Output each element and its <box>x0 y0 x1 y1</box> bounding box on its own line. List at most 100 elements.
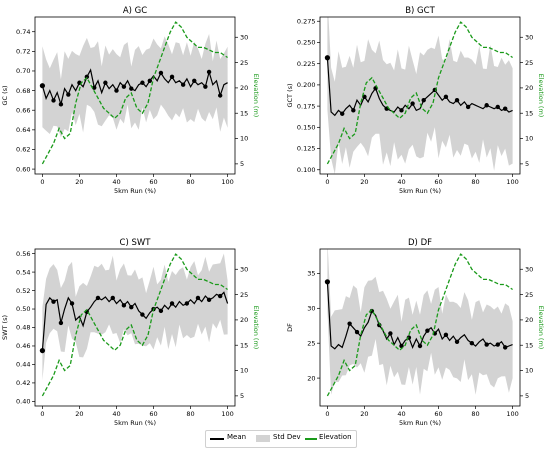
y-tick-label: 0.250 <box>297 39 316 47</box>
mean-marker <box>206 69 212 75</box>
chart-title: C) SWT <box>120 238 152 248</box>
y-tick-label: 0.70 <box>16 67 30 75</box>
chart-panel-1: B) GCT 0 20 40 60 80 100 5km Run (%) 0.100 0.125 0… <box>286 6 545 195</box>
mean-marker <box>95 295 101 301</box>
y2-tick-label: 5 <box>240 392 244 400</box>
y-tick-label: 0.175 <box>297 102 316 110</box>
mean-marker <box>206 297 212 302</box>
mean-marker <box>51 98 56 103</box>
legend-mean-label: Mean <box>227 433 247 441</box>
axes-frame <box>319 16 521 175</box>
mean-line <box>41 68 228 107</box>
mean-marker <box>324 279 331 285</box>
y-tick-label: 0.125 <box>297 145 316 153</box>
mean-line <box>326 57 513 117</box>
y2-axis-label: Elevation (m) <box>252 306 260 350</box>
chart-title: A) GC <box>123 6 147 16</box>
mean-marker <box>502 345 508 350</box>
mean-marker <box>469 341 475 346</box>
chart-panel-3: D) DF 0 20 40 60 80 100 5km Run (%) 20 25 30 35 DF 5 1… <box>286 238 545 427</box>
legend-std-swatch <box>256 435 270 442</box>
mean-marker <box>147 78 153 83</box>
y-tick-label: 0.54 <box>16 268 30 276</box>
x-tick-label: 20 <box>360 178 368 186</box>
y2-tick-label: 20 <box>525 84 533 92</box>
y-tick-label: 0.48 <box>16 324 30 332</box>
legend-elevation-label: Elevation <box>319 433 352 441</box>
y-tick-label: 0.74 <box>16 28 30 36</box>
mean-marker <box>484 103 489 108</box>
mean-marker <box>184 301 190 306</box>
x-tick-label: 40 <box>112 178 120 186</box>
mean-marker <box>203 84 208 89</box>
y2-tick-label: 10 <box>525 135 533 143</box>
x-tick-label: 100 <box>506 410 518 418</box>
mean-marker <box>347 321 352 326</box>
x-tick-label: 100 <box>221 178 233 186</box>
axes-frame <box>34 16 236 175</box>
legend-mean-swatch <box>210 438 224 440</box>
chart-title: D) DF <box>408 238 432 248</box>
mean-marker <box>192 78 197 83</box>
legend-std-label: Std Dev <box>273 433 301 441</box>
y-tick-label: 0.44 <box>16 361 30 369</box>
mean-marker <box>417 343 423 349</box>
mean-marker <box>158 70 164 76</box>
y2-tick-label: 20 <box>240 316 248 324</box>
x-tick-label: 60 <box>149 410 157 418</box>
y-axis-label: SWT (s) <box>1 315 9 340</box>
y-tick-label: 0.150 <box>297 124 316 132</box>
x-tick-label: 100 <box>221 410 233 418</box>
x-tick-label: 0 <box>40 178 44 186</box>
x-tick-label: 0 <box>325 410 329 418</box>
mean-marker <box>66 92 71 97</box>
x-tick-label: 60 <box>434 178 442 186</box>
mean-marker <box>121 84 127 89</box>
y-tick-label: 0.275 <box>297 17 316 25</box>
y-tick-label: 25 <box>307 339 315 347</box>
x-tick-label: 80 <box>471 178 479 186</box>
mean-marker <box>195 295 201 301</box>
y2-tick-label: 20 <box>240 84 248 92</box>
y2-tick-label: 30 <box>525 265 533 273</box>
mean-marker <box>484 342 489 347</box>
mean-marker <box>324 55 331 61</box>
y-tick-label: 0.72 <box>16 48 30 56</box>
mean-marker <box>129 86 134 91</box>
mean-marker <box>388 331 393 336</box>
mean-marker <box>443 332 449 338</box>
y2-tick-label: 15 <box>240 109 248 117</box>
y2-tick-label: 10 <box>240 367 248 375</box>
mean-marker <box>495 342 500 347</box>
x-tick-label: 40 <box>397 178 405 186</box>
y-tick-label: 0.46 <box>16 342 30 350</box>
x-axis-label: 5km Run (%) <box>114 187 156 195</box>
mean-marker <box>217 293 223 299</box>
mean-marker <box>410 101 415 106</box>
mean-marker <box>354 329 360 335</box>
y-tick-label: 30 <box>307 305 315 313</box>
y-tick-label: 0.225 <box>297 60 316 68</box>
y-tick-label: 0.52 <box>16 287 30 295</box>
y-tick-label: 0.100 <box>297 166 316 174</box>
y-tick-label: 0.62 <box>16 146 30 154</box>
plot-area <box>39 21 228 165</box>
mean-marker <box>39 347 46 354</box>
mean-marker <box>351 108 356 113</box>
mean-marker <box>58 102 64 107</box>
x-tick-label: 0 <box>40 410 44 418</box>
mean-marker <box>465 104 471 110</box>
mean-marker <box>340 111 345 116</box>
mean-marker <box>39 83 46 89</box>
y-tick-label: 35 <box>307 270 315 278</box>
x-tick-label: 20 <box>75 410 83 418</box>
y-axis-label: GC (s) <box>1 85 9 105</box>
y2-tick-label: 30 <box>240 265 248 273</box>
y2-tick-label: 25 <box>525 291 533 299</box>
x-axis-label: 5km Run (%) <box>114 419 156 427</box>
y2-tick-label: 25 <box>240 59 248 67</box>
mean-marker <box>399 108 404 113</box>
mean-marker <box>217 93 223 98</box>
x-tick-label: 60 <box>434 410 442 418</box>
